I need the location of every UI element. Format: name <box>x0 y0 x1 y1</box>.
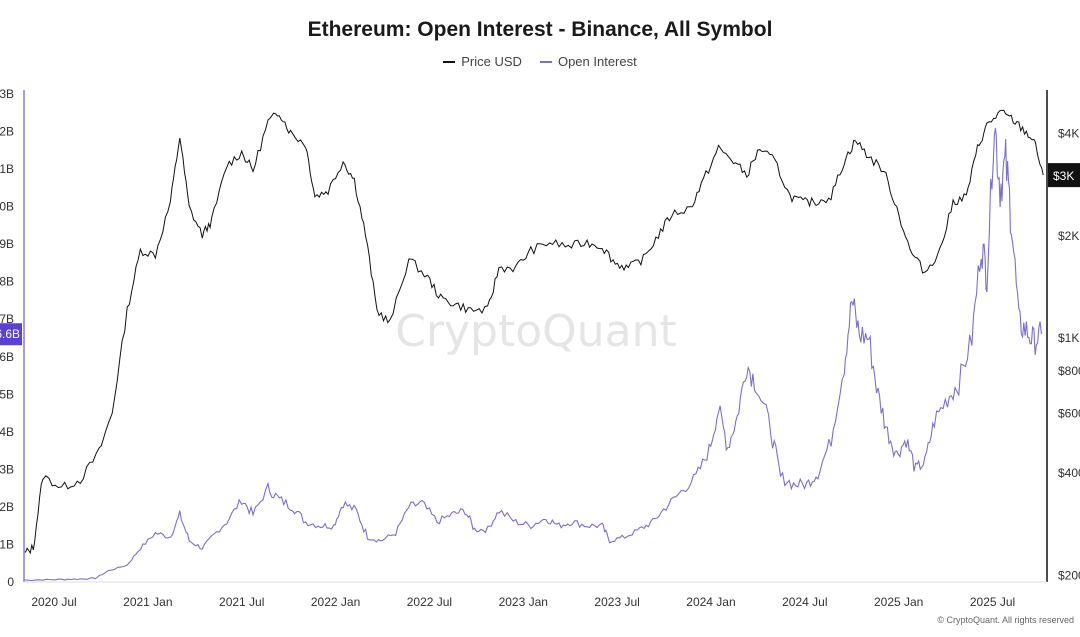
y-left-tick-label: 1B <box>0 537 14 551</box>
y-left-tick-label: 3B <box>0 462 14 476</box>
y-left-tick-label: 5B <box>0 387 14 401</box>
oi-current-badge-label: 6.6B <box>0 327 20 341</box>
y-right-tick-label: $600 <box>1058 406 1080 420</box>
x-tick-label: 2025 Jul <box>970 595 1015 609</box>
y-right-tick-label: $1K <box>1058 331 1079 345</box>
x-tick-label: 2022 Jul <box>407 595 452 609</box>
x-tick-label: 2024 Jan <box>686 595 735 609</box>
x-tick-label: 2024 Jul <box>782 595 827 609</box>
watermark: CryptoQuant <box>395 306 677 357</box>
x-tick-label: 2023 Jul <box>594 595 639 609</box>
y-left-tick-label: 12B <box>0 125 14 139</box>
y-left-tick-label: 13B <box>0 87 14 101</box>
x-tick-label: 2022 Jan <box>311 595 360 609</box>
y-left-tick-label: 7B <box>0 312 14 326</box>
chart-title: Ethereum: Open Interest - Binance, All S… <box>307 18 773 41</box>
y-right-tick-label: $800 <box>1058 364 1080 378</box>
x-tick-label: 2020 Jul <box>31 595 76 609</box>
y-left-tick-label: 10B <box>0 200 14 214</box>
copyright-text: © CryptoQuant. All rights reserved <box>937 615 1074 625</box>
y-left-tick-label: 2B <box>0 500 14 514</box>
legend-label-open-interest: Open Interest <box>557 54 637 69</box>
y-right-tick-label: $2K <box>1058 229 1079 243</box>
y-left-tick-label: 9B <box>0 237 14 251</box>
legend-item-open-interest[interactable]: Open Interest <box>539 54 637 69</box>
y-right-tick-label: $4K <box>1058 127 1079 141</box>
series-open-interest-line <box>23 127 1042 582</box>
x-tick-label: 2025 Jan <box>874 595 923 609</box>
y-left-tick-label: 11B <box>0 162 14 176</box>
x-tick-label: 2021 Jul <box>219 595 264 609</box>
legend-swatch-open-interest <box>539 60 552 63</box>
series-price-line <box>23 109 1044 555</box>
y-right-tick-label: $400 <box>1058 466 1080 480</box>
x-tick-label: 2023 Jan <box>499 595 548 609</box>
price-current-badge <box>1048 163 1080 188</box>
oi-current-badge <box>0 323 22 346</box>
price-current-badge-label: $3K <box>1053 169 1074 183</box>
legend-swatch-price <box>443 60 456 63</box>
y-right-tick-label: $200 <box>1058 568 1080 582</box>
legend-item-price[interactable]: Price USD <box>443 54 522 69</box>
legend-label-price: Price USD <box>461 54 522 69</box>
y-left-tick-label: 4B <box>0 425 14 439</box>
x-tick-label: 2021 Jan <box>123 595 172 609</box>
series-layer <box>23 109 1044 582</box>
y-left-tick-label: 6B <box>0 350 14 364</box>
y-left-tick-label: 0 <box>7 575 14 589</box>
y-left-tick-label: 8B <box>0 275 14 289</box>
legend: Price USD Open Interest <box>0 54 1080 69</box>
axes-layer: 0 1B 2B 3B 4B 5B 6B 7B 8B 9B 10B 11B 12B 13B $200 $400 $… <box>0 87 1080 609</box>
